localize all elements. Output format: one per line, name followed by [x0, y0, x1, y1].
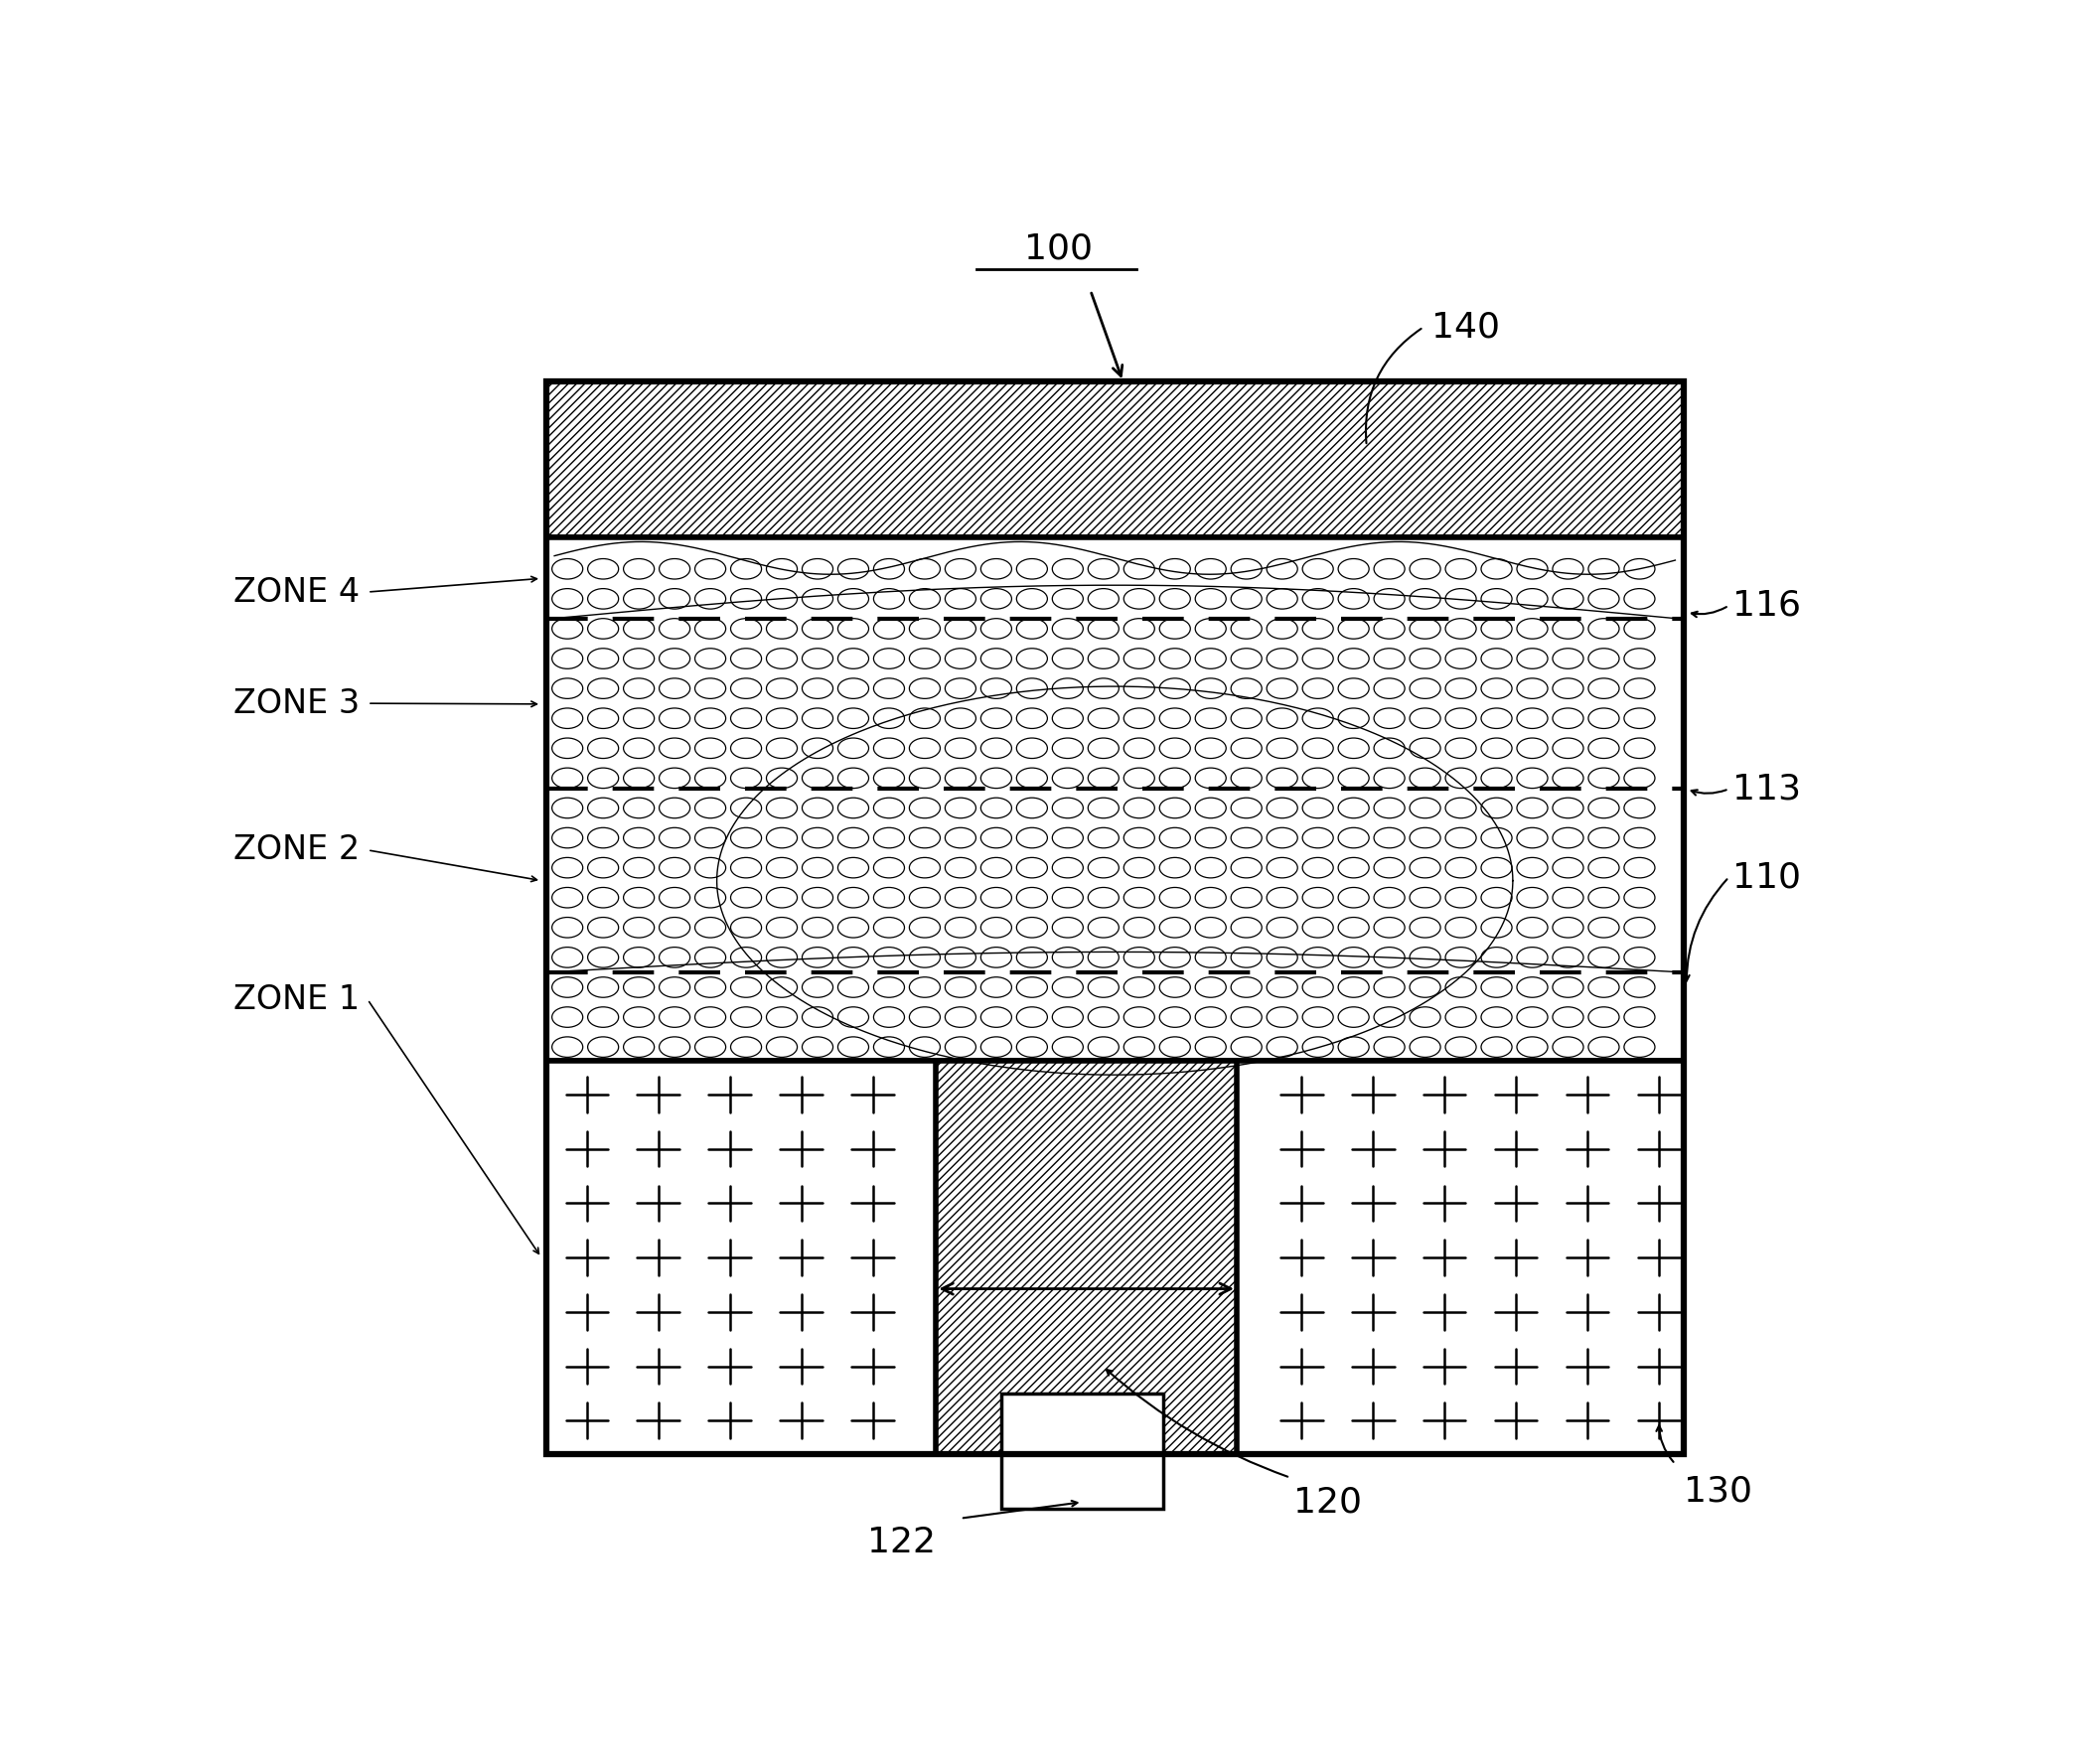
Text: 100: 100 [1023, 233, 1092, 266]
Text: ZONE 1: ZONE 1 [233, 983, 361, 1016]
Text: 116: 116 [1731, 589, 1800, 623]
Text: 113: 113 [1731, 773, 1800, 806]
Bar [547, 381, 1683, 538]
Bar [547, 538, 1683, 1060]
Text: ZONE 3: ZONE 3 [233, 686, 361, 720]
Text: 130: 130 [1683, 1475, 1752, 1508]
Text: ZONE 4: ZONE 4 [233, 575, 361, 609]
Text: 140: 140 [1432, 310, 1501, 344]
Text: 122: 122 [868, 1526, 937, 1559]
Text: 110: 110 [1731, 861, 1800, 894]
Bar [937, 1060, 1237, 1455]
Text: ZONE 2: ZONE 2 [233, 834, 361, 866]
Bar [1002, 1394, 1163, 1508]
Bar [547, 1060, 1683, 1455]
Bar [547, 381, 1683, 1455]
Text: 120: 120 [1293, 1485, 1362, 1519]
